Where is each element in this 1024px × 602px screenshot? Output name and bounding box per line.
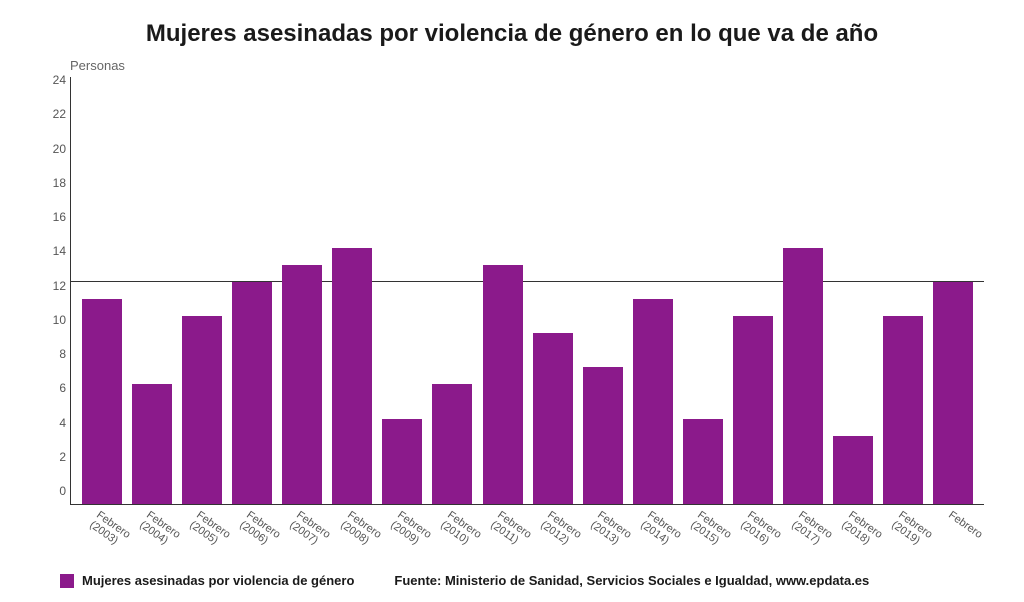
- y-tick: 6: [36, 381, 66, 395]
- y-tick: 14: [36, 244, 66, 258]
- x-label-slot: Febrero (2007): [276, 505, 326, 565]
- x-label-slot: Febrero (2003): [76, 505, 126, 565]
- bar: [82, 299, 122, 504]
- bar: [182, 316, 222, 504]
- legend-swatch: [60, 574, 74, 588]
- bar: [683, 419, 723, 504]
- bar: [833, 436, 873, 504]
- chart-footer: Mujeres asesinadas por violencia de géne…: [30, 565, 994, 592]
- source-text: Fuente: Ministerio de Sanidad, Servicios…: [394, 573, 869, 588]
- y-tick: 8: [36, 347, 66, 361]
- y-tick: 24: [36, 73, 66, 87]
- bar: [933, 282, 973, 504]
- bar: [132, 384, 172, 504]
- bar-slot: [728, 77, 778, 504]
- plot-region: [70, 77, 984, 505]
- chart-container: Mujeres asesinadas por violencia de géne…: [0, 0, 1024, 602]
- x-label-slot: Febrero (2005): [176, 505, 226, 565]
- bar: [332, 248, 372, 504]
- y-tick: 4: [36, 416, 66, 430]
- bar: [382, 419, 422, 504]
- bar-slot: [478, 77, 528, 504]
- bar: [282, 265, 322, 504]
- bar: [583, 367, 623, 504]
- y-axis: 024681012141618202224: [34, 77, 66, 505]
- y-tick: 10: [36, 313, 66, 327]
- x-label-slot: Febrero: [928, 505, 978, 565]
- y-tick: 12: [36, 279, 66, 293]
- x-label-slot: Febrero (2004): [126, 505, 176, 565]
- chart-plot-area: 024681012141618202224: [70, 77, 984, 505]
- legend: Mujeres asesinadas por violencia de géne…: [60, 573, 354, 588]
- y-tick: 2: [36, 450, 66, 464]
- bar: [432, 384, 472, 504]
- bar-slot: [427, 77, 477, 504]
- bar-slot: [277, 77, 327, 504]
- y-tick: 0: [36, 484, 66, 498]
- y-tick: 20: [36, 142, 66, 156]
- x-label-slot: Febrero (2015): [677, 505, 727, 565]
- y-axis-label: Personas: [70, 58, 994, 73]
- bar-slot: [327, 77, 377, 504]
- bar-slot: [528, 77, 578, 504]
- y-tick: 18: [36, 176, 66, 190]
- bar: [533, 333, 573, 504]
- bar: [783, 248, 823, 504]
- bar: [232, 282, 272, 504]
- x-label-slot: Febrero (2017): [778, 505, 828, 565]
- bar-slot: [778, 77, 828, 504]
- bar-slot: [127, 77, 177, 504]
- bar-slot: [878, 77, 928, 504]
- x-label-slot: Febrero (2012): [527, 505, 577, 565]
- x-label: Febrero: [946, 509, 984, 541]
- bar: [483, 265, 523, 504]
- x-label-slot: Febrero (2011): [477, 505, 527, 565]
- bar: [883, 316, 923, 504]
- x-label-slot: Febrero (2018): [828, 505, 878, 565]
- bar-slot: [377, 77, 427, 504]
- bar: [633, 299, 673, 504]
- x-label-slot: Febrero (2010): [427, 505, 477, 565]
- legend-label: Mujeres asesinadas por violencia de géne…: [82, 573, 354, 588]
- bar-slot: [227, 77, 277, 504]
- bars-group: [71, 77, 984, 504]
- x-label-slot: Febrero (2014): [627, 505, 677, 565]
- bar-slot: [628, 77, 678, 504]
- x-label-slot: Febrero (2016): [727, 505, 777, 565]
- y-tick: 16: [36, 210, 66, 224]
- x-label-slot: Febrero (2013): [577, 505, 627, 565]
- bar: [733, 316, 773, 504]
- y-tick: 22: [36, 107, 66, 121]
- x-axis-labels: Febrero (2003)Febrero (2004)Febrero (200…: [70, 505, 984, 565]
- chart-title: Mujeres asesinadas por violencia de géne…: [30, 20, 994, 48]
- bar-slot: [828, 77, 878, 504]
- x-label-slot: Febrero (2008): [327, 505, 377, 565]
- bar-slot: [678, 77, 728, 504]
- bar-slot: [177, 77, 227, 504]
- x-label-slot: Febrero (2006): [226, 505, 276, 565]
- x-label-slot: Febrero (2019): [878, 505, 928, 565]
- x-label-slot: Febrero (2009): [377, 505, 427, 565]
- bar-slot: [928, 77, 978, 504]
- bar-slot: [578, 77, 628, 504]
- bar-slot: [77, 77, 127, 504]
